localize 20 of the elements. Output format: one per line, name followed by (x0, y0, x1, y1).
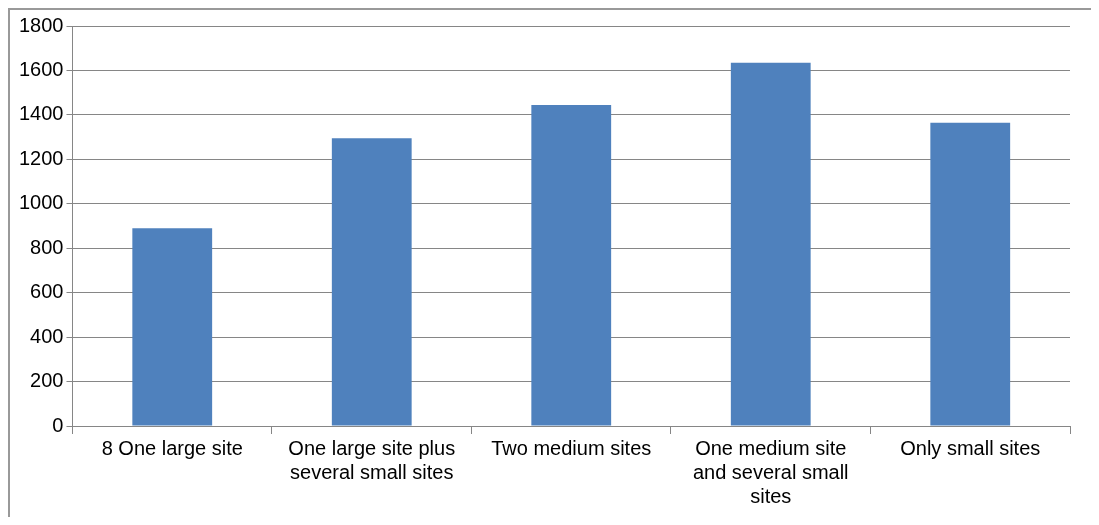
x-tick-label: Two medium sites (491, 436, 652, 459)
bar (132, 228, 213, 426)
bar (930, 122, 1011, 426)
y-tick-label: 200 (30, 369, 64, 392)
x-tick-label: 8 One large site (101, 436, 243, 459)
y-tick-label: 1600 (18, 57, 64, 80)
y-tick-label: 0 (52, 413, 64, 436)
bar (331, 138, 412, 426)
y-tick-label: 1000 (18, 191, 64, 214)
y-tick-label: 400 (30, 324, 64, 347)
bar (730, 62, 811, 426)
y-tick-label: 1400 (18, 102, 64, 125)
bar (531, 104, 612, 426)
x-tick-label: Only small sites (900, 436, 1041, 459)
x-tick-label: One medium site and several small sites (692, 436, 849, 507)
y-tick-label: 600 (30, 280, 64, 303)
y-tick-label: 800 (30, 235, 64, 258)
y-tick-label: 1800 (18, 13, 64, 36)
x-tick-label: One large site plus several small sites (288, 436, 456, 483)
y-tick-label: 1200 (18, 146, 64, 169)
